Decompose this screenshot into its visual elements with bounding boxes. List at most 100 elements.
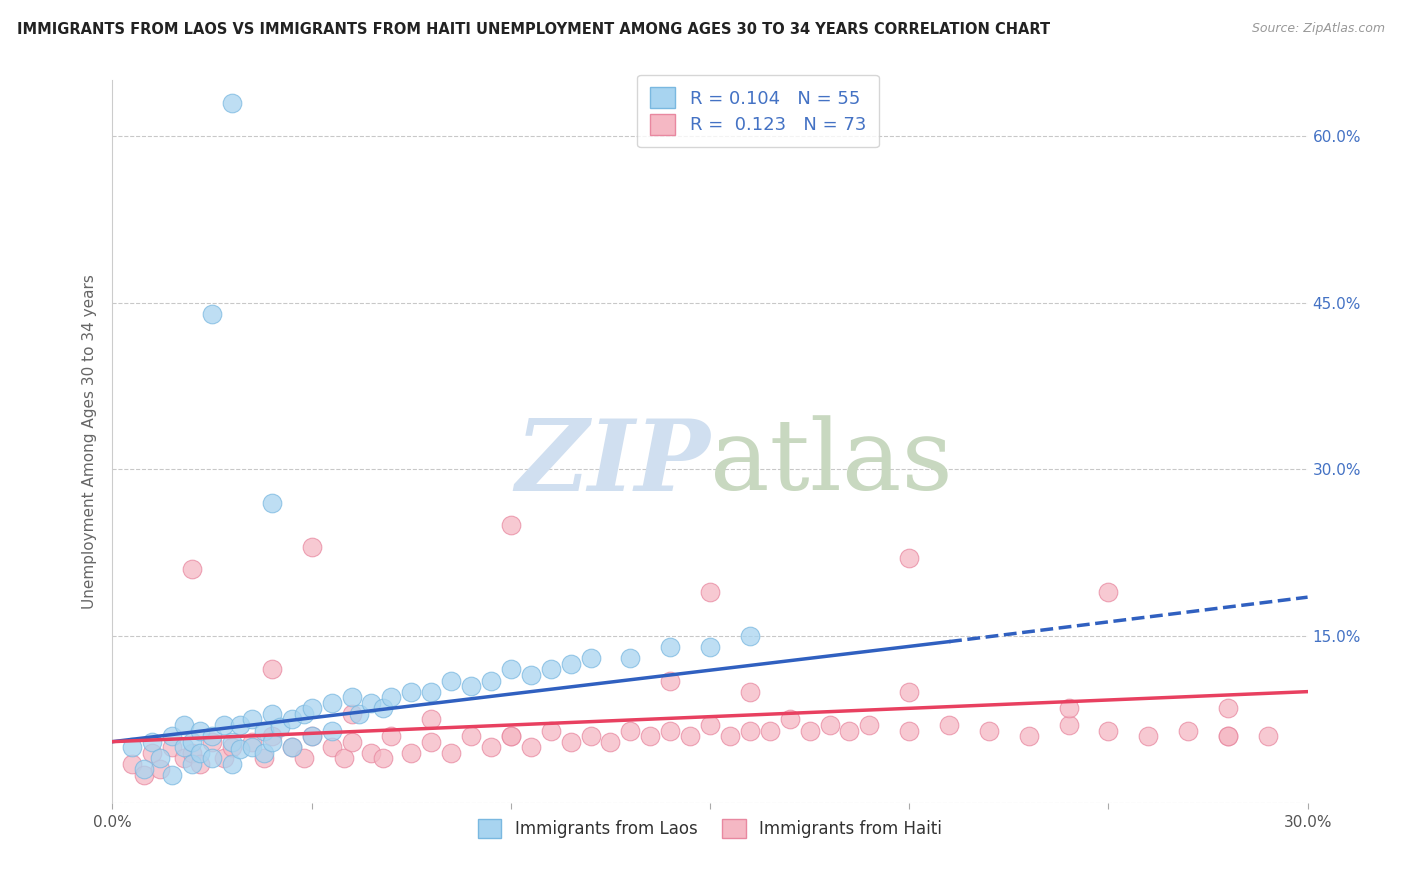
Point bbox=[499, 729, 522, 743]
Point bbox=[162, 768, 183, 782]
Point bbox=[201, 307, 224, 321]
Point bbox=[221, 734, 243, 748]
Point bbox=[201, 734, 224, 748]
Point bbox=[1216, 729, 1239, 743]
Point bbox=[253, 723, 276, 738]
Point bbox=[121, 756, 143, 771]
Point bbox=[659, 640, 682, 655]
Point bbox=[699, 640, 721, 655]
Point bbox=[360, 746, 382, 760]
Point bbox=[221, 756, 243, 771]
Point bbox=[240, 740, 263, 755]
Point bbox=[699, 718, 721, 732]
Point bbox=[260, 734, 283, 748]
Point bbox=[340, 690, 363, 705]
Point bbox=[460, 679, 482, 693]
Point bbox=[560, 657, 582, 671]
Point bbox=[977, 723, 1000, 738]
Point bbox=[1057, 701, 1080, 715]
Point bbox=[260, 729, 283, 743]
Point bbox=[201, 729, 224, 743]
Point bbox=[201, 751, 224, 765]
Point bbox=[181, 734, 204, 748]
Point bbox=[173, 751, 195, 765]
Point bbox=[380, 729, 402, 743]
Point bbox=[269, 720, 291, 734]
Point bbox=[738, 629, 761, 643]
Point bbox=[1216, 729, 1239, 743]
Point bbox=[420, 713, 443, 727]
Point bbox=[738, 723, 761, 738]
Point bbox=[281, 713, 304, 727]
Point bbox=[1137, 729, 1160, 743]
Point bbox=[134, 768, 156, 782]
Point bbox=[898, 684, 921, 698]
Point bbox=[1257, 729, 1279, 743]
Point bbox=[779, 713, 801, 727]
Point bbox=[260, 706, 283, 721]
Point bbox=[162, 729, 183, 743]
Text: Source: ZipAtlas.com: Source: ZipAtlas.com bbox=[1251, 22, 1385, 36]
Point bbox=[1097, 723, 1119, 738]
Point bbox=[520, 740, 543, 755]
Point bbox=[121, 740, 143, 755]
Point bbox=[479, 740, 502, 755]
Point bbox=[1177, 723, 1199, 738]
Point bbox=[799, 723, 821, 738]
Point bbox=[141, 734, 163, 748]
Point bbox=[1057, 718, 1080, 732]
Point bbox=[898, 551, 921, 566]
Point bbox=[229, 742, 252, 756]
Point bbox=[292, 706, 315, 721]
Point bbox=[659, 723, 682, 738]
Point bbox=[349, 706, 371, 721]
Point bbox=[818, 718, 841, 732]
Point bbox=[149, 751, 172, 765]
Point bbox=[134, 763, 156, 777]
Point bbox=[188, 756, 211, 771]
Point bbox=[188, 723, 211, 738]
Point bbox=[460, 729, 482, 743]
Point bbox=[699, 584, 721, 599]
Text: IMMIGRANTS FROM LAOS VS IMMIGRANTS FROM HAITI UNEMPLOYMENT AMONG AGES 30 TO 34 Y: IMMIGRANTS FROM LAOS VS IMMIGRANTS FROM … bbox=[17, 22, 1050, 37]
Point bbox=[579, 729, 602, 743]
Point bbox=[281, 740, 304, 755]
Point bbox=[599, 734, 621, 748]
Point bbox=[240, 713, 263, 727]
Point bbox=[560, 734, 582, 748]
Point bbox=[188, 746, 211, 760]
Point bbox=[640, 729, 662, 743]
Point bbox=[301, 729, 323, 743]
Point bbox=[162, 740, 183, 755]
Point bbox=[373, 701, 395, 715]
Point bbox=[401, 746, 423, 760]
Point bbox=[212, 718, 235, 732]
Point bbox=[420, 734, 443, 748]
Point bbox=[260, 496, 283, 510]
Point bbox=[540, 662, 562, 676]
Point bbox=[332, 751, 354, 765]
Point bbox=[1018, 729, 1040, 743]
Point bbox=[479, 673, 502, 688]
Point bbox=[181, 746, 204, 760]
Point bbox=[173, 718, 195, 732]
Point bbox=[221, 95, 243, 110]
Point bbox=[321, 740, 343, 755]
Point bbox=[321, 696, 343, 710]
Text: atlas: atlas bbox=[710, 416, 953, 511]
Point bbox=[221, 740, 243, 755]
Point bbox=[281, 740, 304, 755]
Point bbox=[253, 746, 276, 760]
Point bbox=[340, 734, 363, 748]
Point bbox=[1097, 584, 1119, 599]
Point bbox=[141, 746, 163, 760]
Point bbox=[858, 718, 880, 732]
Point bbox=[373, 751, 395, 765]
Text: ZIP: ZIP bbox=[515, 415, 710, 511]
Point bbox=[292, 751, 315, 765]
Point bbox=[499, 517, 522, 532]
Point bbox=[260, 662, 283, 676]
Point bbox=[173, 740, 195, 755]
Point bbox=[499, 662, 522, 676]
Point bbox=[440, 746, 463, 760]
